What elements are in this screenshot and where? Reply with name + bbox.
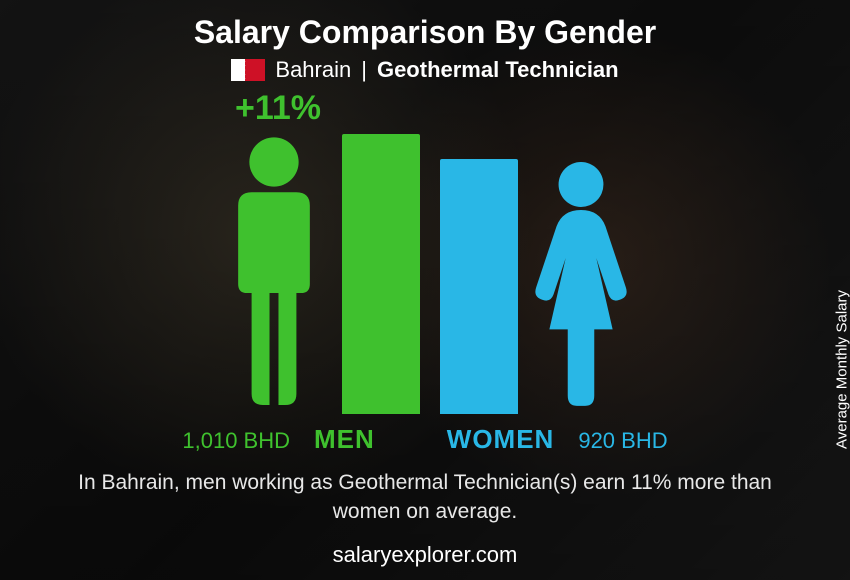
- men-bar: [342, 134, 420, 414]
- man-icon: [218, 134, 330, 414]
- separator: |: [361, 57, 367, 83]
- y-axis-label: Average Monthly Salary: [834, 290, 850, 449]
- women-group: [440, 159, 632, 414]
- page-title: Salary Comparison By Gender: [194, 14, 656, 51]
- delta-badge: +11%: [235, 89, 321, 128]
- men-group: [218, 134, 420, 414]
- women-value: 920 BHD: [578, 428, 667, 454]
- country-label: Bahrain: [275, 57, 351, 83]
- job-label: Geothermal Technician: [377, 57, 619, 83]
- comparison-chart: +11%: [20, 93, 830, 414]
- infographic-container: Salary Comparison By Gender Bahrain | Ge…: [0, 0, 850, 580]
- subtitle: Bahrain | Geothermal Technician: [231, 57, 618, 83]
- women-bar: [440, 159, 518, 414]
- value-labels: 1,010 BHD MEN WOMEN 920 BHD: [20, 424, 830, 455]
- men-value: 1,010 BHD: [182, 428, 290, 454]
- woman-icon: [530, 159, 632, 414]
- footer-source: salaryexplorer.com: [333, 542, 518, 568]
- bahrain-flag-icon: [231, 59, 265, 81]
- description-text: In Bahrain, men working as Geothermal Te…: [65, 469, 785, 526]
- men-label: MEN: [314, 424, 375, 455]
- women-label: WOMEN: [447, 424, 555, 455]
